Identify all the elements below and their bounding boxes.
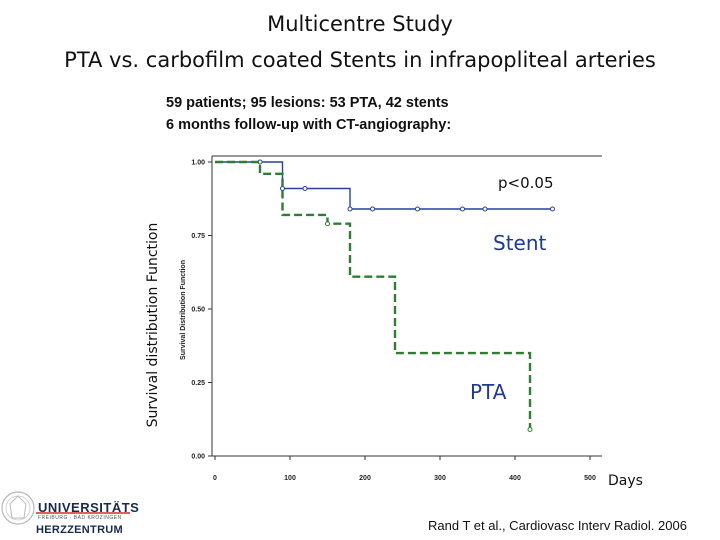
university-seal-logo [1,491,130,525]
x-tick-label: 300 [434,475,446,482]
slide-title: Multicentre Study [267,12,453,36]
pta-series-label: PTA [470,380,507,404]
followup-line: 6 months follow-up with CT-angiography: [166,117,452,133]
y-tick-label: 0.75 [191,233,205,240]
y-tick-label: 1.00 [191,160,205,167]
x-tick-label: 500 [584,475,596,482]
censor-mark-stent [460,206,465,212]
x-tick-label: 400 [509,475,521,482]
censor-mark-stent [370,206,375,212]
p-value-label: p<0.05 [498,174,554,192]
y-tick-label: 0.25 [191,380,205,387]
logo-location-text: FREIBURG · BAD KROZINGEN [38,515,122,521]
stent-series-label: Stent [493,231,547,255]
y-tick-label: 0.50 [191,307,205,314]
censor-mark-pta [325,221,330,227]
series-line-stent [215,161,553,210]
censor-mark-pta [527,427,533,433]
chart-axes: 0 100 200 300 400 500 0.00 0.25 0.50 0.75 1.00 [191,155,602,482]
chart-labels: p<0.05 Stent PTA Days Survival distribution … [145,174,643,489]
logo-university-text: UNIVERSITÄTS [38,500,140,515]
censor-mark-stent [482,206,488,212]
censor-mark-stent [302,185,308,191]
x-tick-label: 200 [359,475,371,482]
logo-herzzentrum-text: HERZZENTRUM [36,524,124,536]
chart-series [215,159,555,433]
y-axis-label-inner: Survival Distribution Function [180,260,187,360]
censor-mark-stent [550,206,555,212]
y-tick-label: 0.00 [191,454,205,461]
citation: Rand T et al., Cardiovasc Interv Radiol.… [428,518,687,533]
x-tick-label: 100 [284,475,296,482]
slide-subtitle-title: PTA vs. carbofilm coated Stents in infra… [64,48,656,72]
study-summary-line: 59 patients; 95 lesions: 53 PTA, 42 sten… [166,95,449,111]
censor-mark-stent [280,185,285,191]
x-tick-label: 0 [213,475,217,482]
y-axis-label-outer: Survival distribution Function [145,223,161,428]
censor-mark-stent [347,206,353,212]
x-axis-label: Days [608,473,643,489]
censor-mark-stent [415,206,420,212]
